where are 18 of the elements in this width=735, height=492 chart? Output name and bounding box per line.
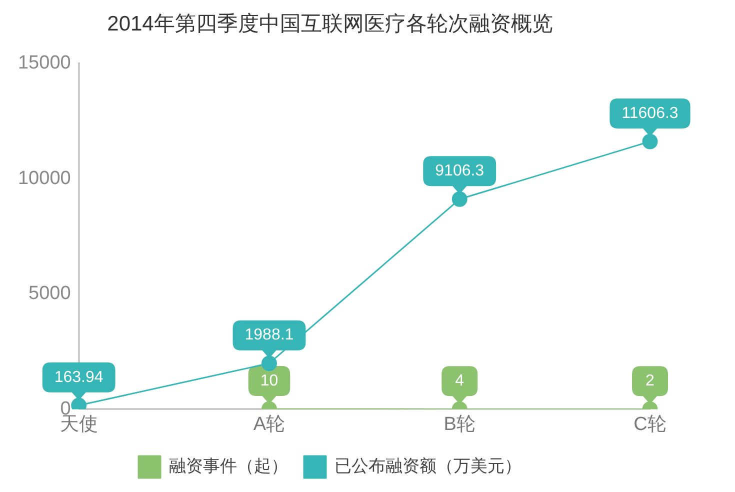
y-tick-label: 5000 <box>28 283 71 304</box>
point <box>642 134 658 150</box>
data-label: 2 <box>646 372 655 390</box>
data-label: 9106.3 <box>435 162 484 180</box>
point <box>452 191 468 207</box>
data-label: 1988.1 <box>244 326 294 344</box>
x-tick-label: C轮 <box>634 414 666 435</box>
legend-label: 融资事件（起） <box>169 456 288 476</box>
x-tick-label: A轮 <box>253 414 286 435</box>
x-tick-label: B轮 <box>444 414 476 435</box>
data-label: 11606.3 <box>622 104 678 122</box>
legend-label: 已公布融资额（万美元） <box>334 456 522 476</box>
data-label: 163.94 <box>54 368 104 386</box>
y-tick-label: 10000 <box>18 168 71 189</box>
data-label: 4 <box>455 372 464 390</box>
y-tick-label: 15000 <box>18 52 71 74</box>
chart-title: 2014年第四季度中国互联网医疗各轮次融资概览 <box>107 12 553 36</box>
data-label: 10 <box>260 372 278 390</box>
